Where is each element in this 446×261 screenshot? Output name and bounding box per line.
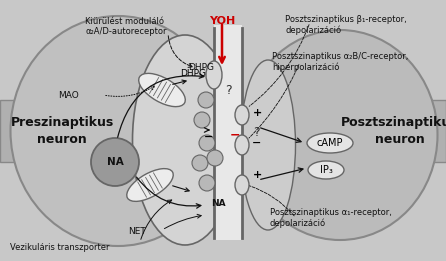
- Text: Kiürülést moduláló: Kiürülést moduláló: [85, 17, 164, 27]
- Ellipse shape: [139, 73, 185, 107]
- Text: +: +: [252, 170, 262, 180]
- Text: −: −: [204, 132, 214, 142]
- Ellipse shape: [206, 61, 222, 89]
- Text: ?: ?: [253, 127, 259, 139]
- Text: −: −: [230, 128, 240, 141]
- Ellipse shape: [240, 60, 296, 230]
- Text: −: −: [252, 138, 262, 148]
- Ellipse shape: [308, 161, 344, 179]
- Circle shape: [198, 92, 214, 108]
- Circle shape: [199, 135, 215, 151]
- Ellipse shape: [235, 135, 249, 155]
- FancyBboxPatch shape: [385, 100, 446, 162]
- FancyBboxPatch shape: [0, 100, 60, 162]
- Text: ?: ?: [225, 84, 231, 97]
- Text: cAMP: cAMP: [317, 138, 343, 148]
- Ellipse shape: [235, 175, 249, 195]
- Text: Posztszinaptikus β₁-receptor,
depolarizáció: Posztszinaptikus β₁-receptor, depolarizá…: [285, 15, 407, 35]
- Text: Vezikuláris transzporter: Vezikuláris transzporter: [10, 244, 110, 252]
- Text: DHPG: DHPG: [188, 63, 214, 73]
- Text: α₂A/D-autoreceptor: α₂A/D-autoreceptor: [85, 27, 166, 37]
- Text: IP₃: IP₃: [320, 165, 332, 175]
- Text: Posztszinaptikus
neuron: Posztszinaptikus neuron: [341, 116, 446, 146]
- Circle shape: [194, 112, 210, 128]
- Text: YOH: YOH: [209, 16, 235, 26]
- Text: DHPG: DHPG: [180, 68, 206, 78]
- Ellipse shape: [235, 105, 249, 125]
- FancyBboxPatch shape: [214, 25, 242, 240]
- Circle shape: [91, 138, 139, 186]
- Circle shape: [207, 150, 223, 166]
- Text: Posztszinaptikus α₁-receptor,
depolarizáció: Posztszinaptikus α₁-receptor, depolarizá…: [270, 208, 392, 228]
- Ellipse shape: [127, 169, 173, 201]
- Circle shape: [192, 155, 208, 171]
- Circle shape: [199, 175, 215, 191]
- Text: NA: NA: [211, 199, 225, 207]
- Text: Preszinaptikus
neuron: Preszinaptikus neuron: [10, 116, 114, 146]
- Ellipse shape: [132, 35, 238, 245]
- Text: NET: NET: [128, 228, 146, 236]
- Ellipse shape: [243, 30, 438, 240]
- Ellipse shape: [11, 16, 226, 246]
- Text: MAO: MAO: [58, 91, 79, 99]
- Text: +: +: [252, 108, 262, 118]
- Ellipse shape: [307, 133, 353, 153]
- Text: NA: NA: [107, 157, 124, 167]
- Text: Posztszinaptikus α₂B/C-receptor,
hiperpolarizáció: Posztszinaptikus α₂B/C-receptor, hiperpo…: [272, 52, 409, 72]
